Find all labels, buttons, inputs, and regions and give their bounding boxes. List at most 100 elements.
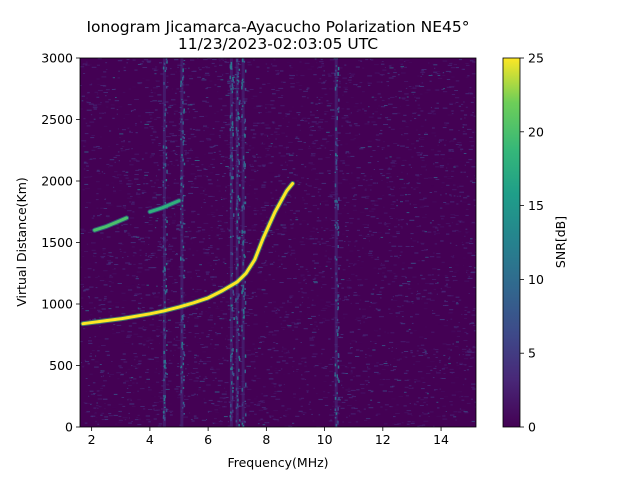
noise-cell (155, 368, 158, 370)
noise-cell (87, 268, 92, 270)
noise-cell (378, 222, 382, 224)
noise-cell (197, 230, 201, 232)
noise-cell (392, 309, 395, 311)
noise-cell (264, 306, 268, 308)
noise-cell (377, 117, 382, 119)
noise-cell (341, 125, 344, 127)
noise-cell (322, 205, 325, 207)
noise-cell (301, 163, 304, 165)
noise-cell (342, 162, 346, 164)
noise-cell (410, 87, 413, 89)
noise-cell (441, 261, 445, 263)
noise-cell (427, 412, 430, 414)
noise-cell (306, 271, 310, 273)
noise-cell (419, 206, 425, 208)
noise-cell (214, 172, 217, 174)
noise-cell (250, 361, 256, 363)
noise-cell (145, 206, 149, 208)
noise-cell (151, 198, 156, 200)
noise-cell (118, 70, 120, 72)
band-speck (182, 77, 184, 81)
noise-cell (405, 370, 409, 372)
noise-cell (455, 166, 459, 168)
noise-cell (467, 203, 471, 205)
noise-cell (284, 252, 288, 254)
noise-cell (161, 125, 165, 127)
band-speck (182, 75, 185, 79)
noise-cell (277, 259, 283, 261)
noise-cell (310, 155, 316, 157)
noise-cell (365, 363, 370, 365)
noise-cell (125, 262, 130, 264)
noise-cell (406, 329, 410, 331)
noise-cell (378, 238, 380, 240)
band-speck (164, 109, 167, 112)
band-speck (238, 332, 240, 336)
band-speck (233, 293, 235, 296)
band-speck (182, 195, 184, 200)
noise-cell (393, 186, 396, 188)
noise-cell (103, 276, 107, 278)
noise-cell (80, 341, 83, 343)
noise-cell (407, 267, 413, 269)
noise-cell (123, 361, 128, 363)
noise-cell (157, 246, 162, 248)
noise-cell (337, 256, 342, 258)
noise-cell (160, 140, 163, 142)
noise-cell (359, 82, 363, 84)
noise-cell (402, 159, 407, 161)
noise-cell (377, 153, 383, 155)
noise-cell (166, 383, 169, 385)
noise-cell (325, 375, 329, 377)
noise-cell (213, 369, 216, 371)
noise-cell (227, 82, 231, 84)
noise-cell (148, 220, 152, 221)
noise-cell (210, 146, 213, 148)
noise-cell (389, 176, 392, 178)
band-speck (244, 176, 247, 179)
noise-cell (405, 87, 408, 89)
noise-cell (93, 104, 98, 106)
noise-cell (113, 156, 117, 158)
noise-cell (198, 363, 200, 365)
noise-cell (283, 384, 285, 385)
band-speck (231, 80, 233, 82)
noise-cell (293, 370, 295, 372)
noise-cell (471, 420, 475, 422)
noise-cell (118, 190, 122, 191)
noise-cell (458, 411, 462, 413)
noise-cell (219, 397, 224, 399)
band-speck (336, 138, 338, 140)
noise-cell (330, 223, 335, 225)
band-speck (233, 76, 235, 78)
noise-cell (442, 415, 446, 417)
noise-cell (301, 302, 303, 304)
noise-cell (187, 320, 189, 322)
noise-cell (435, 166, 440, 168)
noise-cell (100, 414, 103, 416)
noise-cell (350, 408, 354, 410)
noise-cell (285, 311, 287, 313)
noise-cell (215, 334, 218, 336)
noise-cell (309, 344, 314, 346)
noise-cell (239, 284, 241, 286)
band-speck (232, 348, 234, 352)
noise-cell (105, 350, 110, 352)
noise-cell (81, 306, 83, 307)
noise-cell (466, 333, 469, 335)
noise-cell (308, 162, 313, 164)
noise-cell (138, 308, 142, 310)
noise-cell (307, 117, 311, 119)
noise-cell (284, 415, 287, 417)
noise-cell (251, 296, 254, 298)
band-speck (335, 203, 337, 206)
noise-cell (250, 353, 255, 355)
noise-cell (368, 389, 372, 391)
noise-cell (214, 418, 217, 420)
noise-cell (193, 393, 197, 395)
noise-cell (122, 170, 125, 172)
band-speck (181, 379, 183, 384)
noise-cell (231, 400, 235, 402)
band-speck (244, 255, 246, 259)
noise-cell (405, 60, 410, 62)
